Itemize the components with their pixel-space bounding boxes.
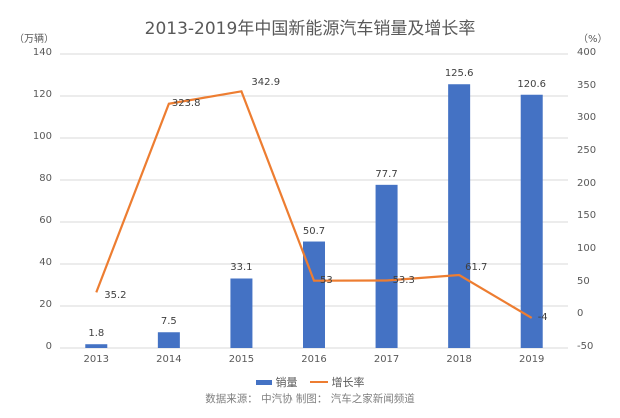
line-growth[interactable] [95,90,533,319]
right-tick-label: -50 [577,341,594,352]
bar-sales[interactable] [520,94,543,349]
line-data-label: 35.2 [104,290,127,302]
bar-data-label: 50.7 [302,225,326,237]
x-tick-label: 2016 [301,354,327,365]
right-tick-label: 150 [577,210,597,222]
source-note: 数据来源： 中汽协 制图： 汽车之家新闻频道 [205,393,415,405]
bar-data-label: 125.6 [444,68,474,80]
left-tick-label: 20 [39,299,52,310]
bar-sales[interactable] [230,278,253,348]
right-tick-label: 350 [577,79,597,91]
right-tick-label: 200 [577,177,597,189]
left-tick-label: 40 [39,257,52,268]
left-tick-label: 80 [39,173,52,184]
left-tick-label: 100 [32,131,52,142]
x-tick-label: 2019 [518,354,545,365]
bar-sales[interactable] [303,241,325,348]
chart-title: 2013-2019年中国新能源汽车销量及增长率 [144,19,476,39]
legend-label-growth: 增长率 [331,376,365,389]
legend-item-sales[interactable]: 销量 [255,374,298,390]
line-data-label: 342.9 [251,77,281,89]
bar-data-label: 7.5 [160,316,177,328]
bar-data-label: 1.8 [88,328,105,340]
legend-label-sales: 销量 [275,376,298,389]
bar-sales[interactable] [448,84,471,349]
line-data-label: 53 [320,274,333,286]
left-tick-label: 60 [39,215,52,226]
left-axis-unit: （万辆） [14,34,54,45]
bar-data-label: 120.6 [517,78,547,90]
right-tick-label: 300 [577,112,597,124]
right-tick-label: 250 [577,145,597,156]
x-tick-label: 2018 [446,354,472,365]
right-axis-unit: （%） [578,34,608,45]
bar-sales[interactable] [375,184,398,348]
right-tick-label: 50 [577,275,590,287]
bar-data-label: 33.1 [230,262,253,274]
bar-data-label: 77.7 [375,168,398,180]
bar-sales[interactable] [157,332,180,348]
line-data-label: 53.3 [392,274,415,286]
line-data-label: 323.8 [171,97,201,109]
right-tick-label: 0 [577,308,584,320]
line-data-label: -4 [537,311,548,323]
line-swatch-icon [309,381,328,383]
legend-item-growth[interactable]: 增长率 [309,374,365,390]
right-tick-label: 400 [577,47,597,58]
bar-swatch-icon [255,379,272,385]
legend: 销量 增长率 [0,374,620,390]
right-tick-label: 100 [577,243,597,254]
bar-sales[interactable] [85,344,108,348]
x-tick-label: 2017 [373,354,400,365]
left-tick-label: 0 [45,341,52,352]
x-tick-label: 2014 [156,354,182,365]
left-tick-label: 120 [32,89,52,100]
left-tick-label: 140 [32,47,52,58]
line-data-label: 61.7 [465,262,488,274]
x-tick-label: 2015 [228,354,255,365]
x-tick-label: 2013 [83,354,109,365]
